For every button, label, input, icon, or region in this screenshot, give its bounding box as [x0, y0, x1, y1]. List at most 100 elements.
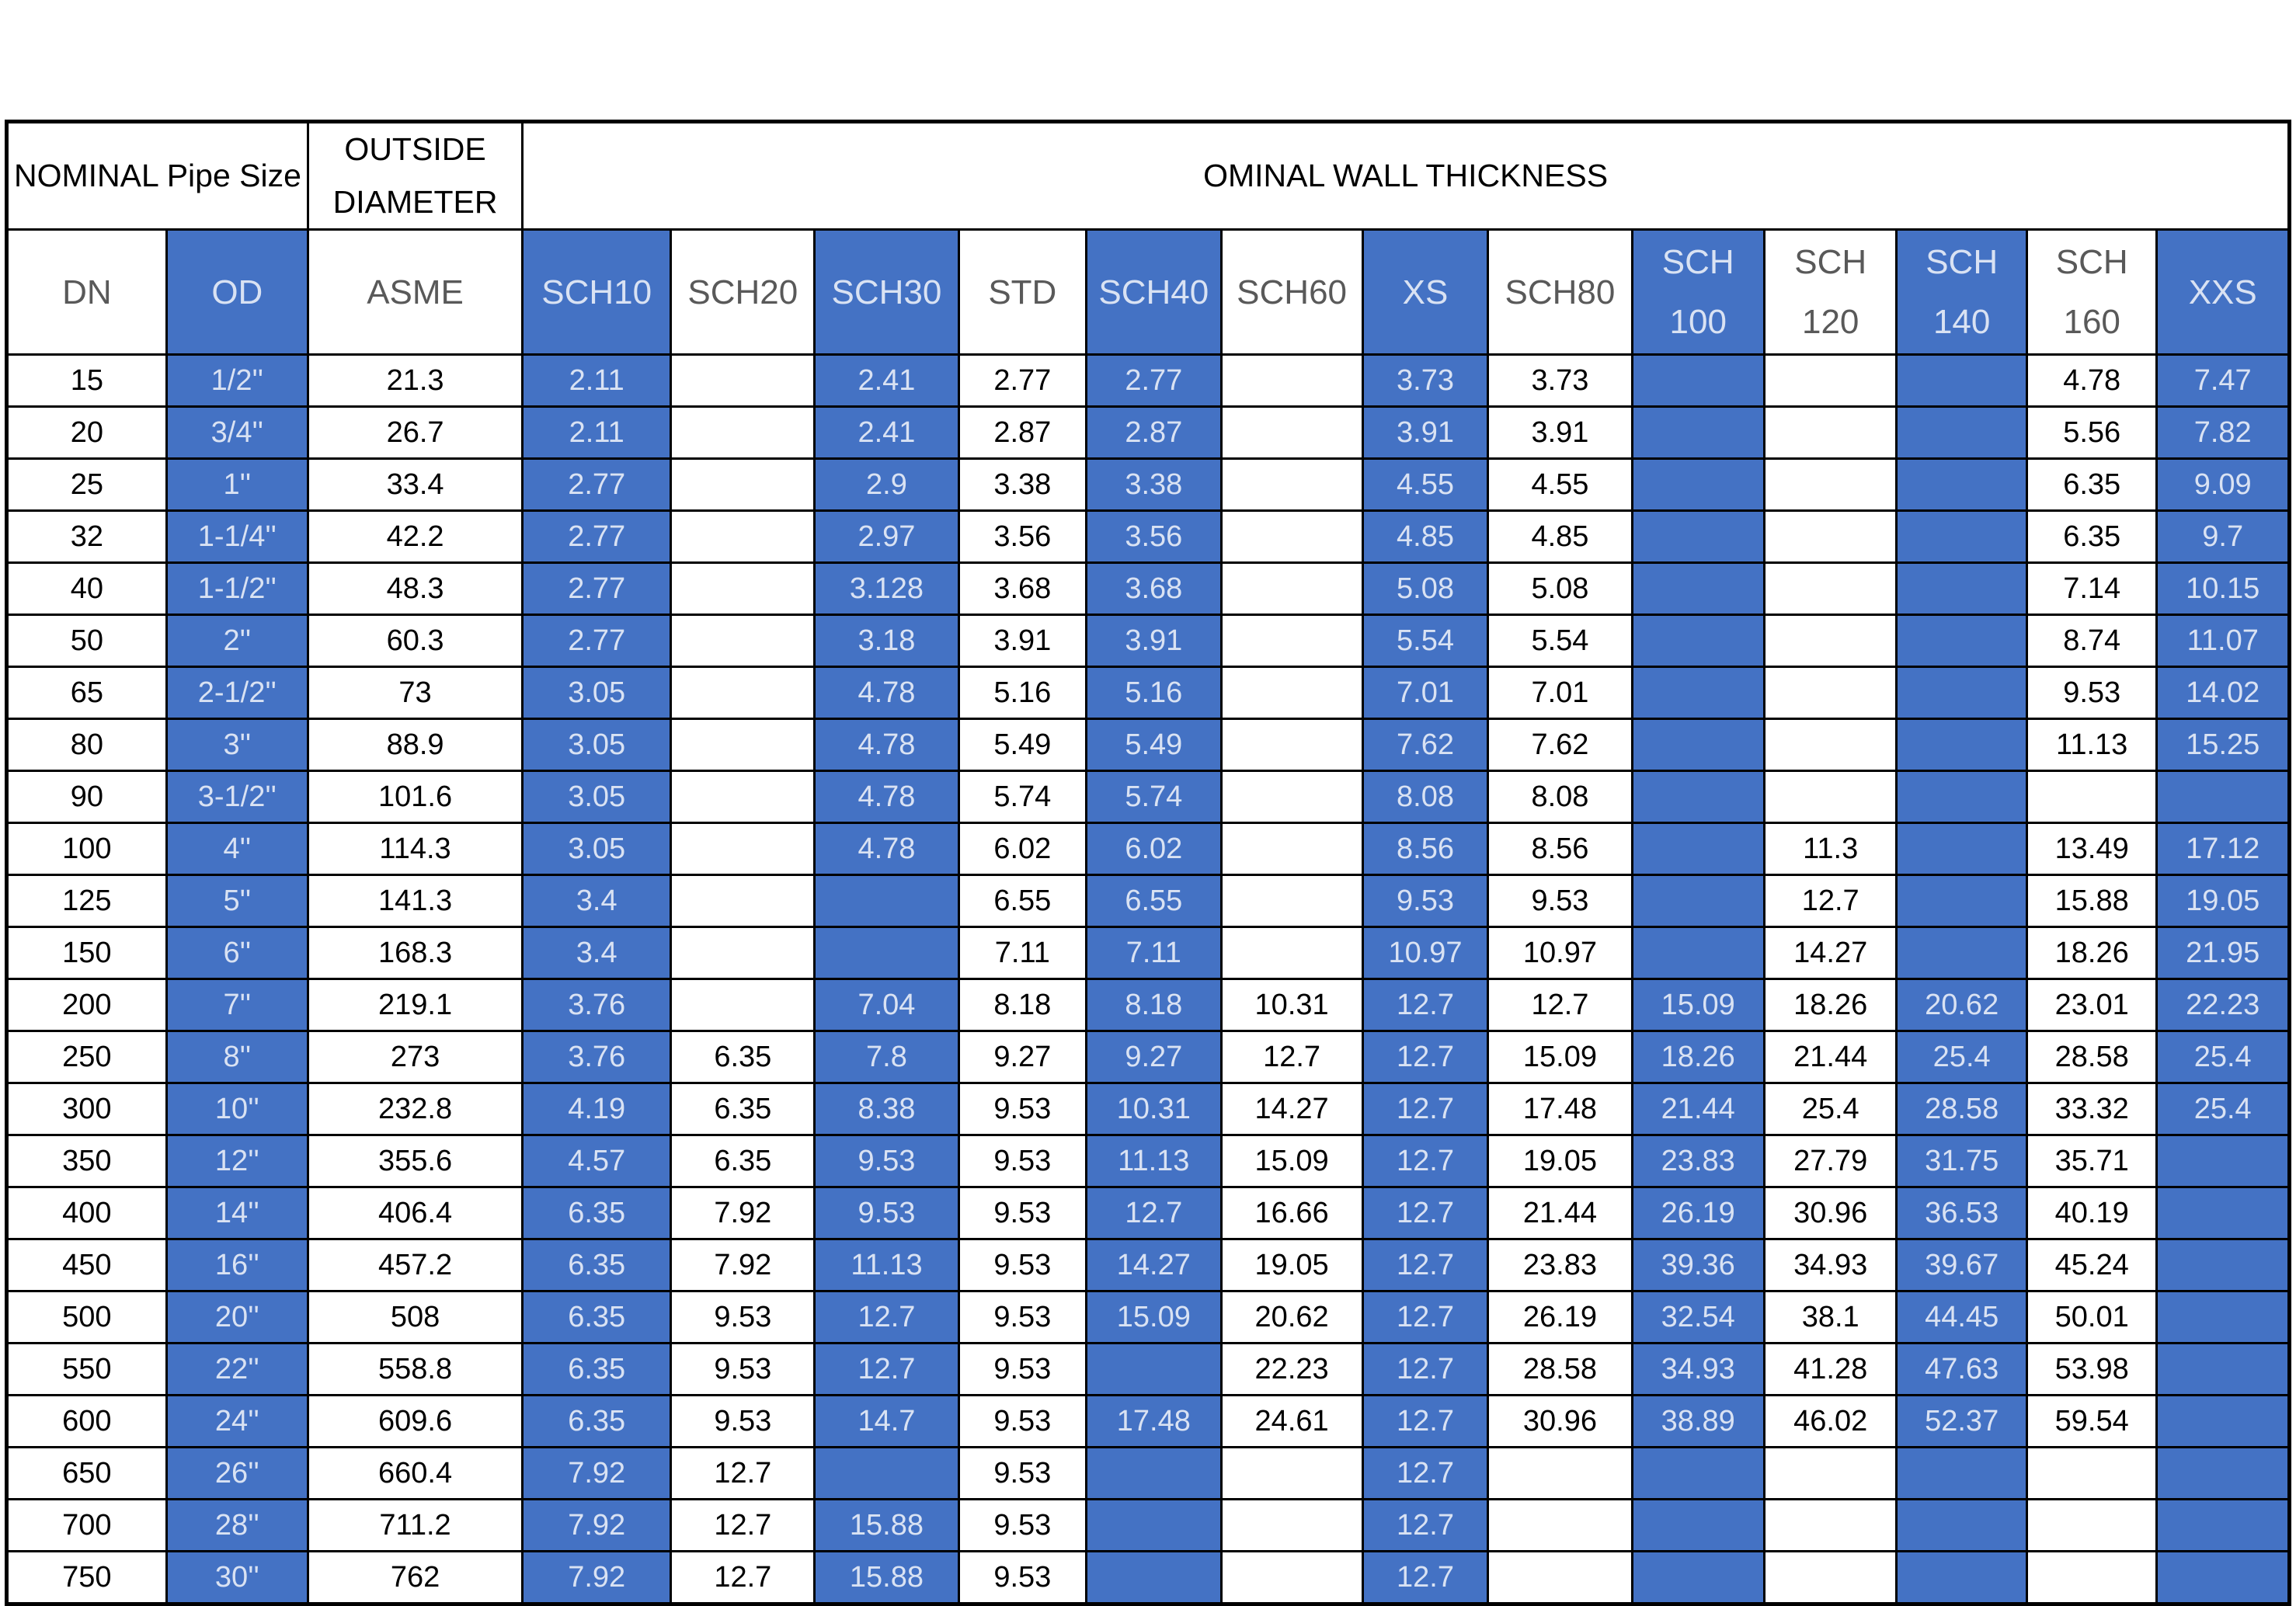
col-header-sch40: SCH40: [1085, 228, 1223, 356]
cell-dn: 300: [5, 1082, 168, 1137]
cell-sch140: [1895, 926, 2028, 981]
cell-xxs: 25.4: [2155, 1030, 2291, 1085]
pipe-schedule-table: NOMINAL Pipe Size OUTSIDE DIAMETER OMINA…: [5, 120, 2291, 1606]
cell-sch30: 2.9: [813, 457, 960, 513]
cell-sch120: [1762, 666, 1898, 721]
cell-sch40: 11.13: [1085, 1134, 1223, 1189]
cell-sch80: 28.58: [1487, 1342, 1633, 1397]
cell-sch20: [670, 926, 816, 981]
cell-dn: 65: [5, 666, 168, 721]
cell-sch160: 4.78: [2025, 353, 2159, 408]
cell-sch160: 53.98: [2025, 1342, 2159, 1397]
cell-sch20: [670, 353, 816, 408]
col-header-sch100: SCH 100: [1630, 228, 1765, 356]
table-row-dn-125: 125 5'' 141.3 3.4 6.55 6.55 9.53 9.53 12.7 15.88 1…: [5, 874, 2291, 929]
cell-od: 6'': [165, 926, 309, 981]
cell-sch10: 2.77: [521, 614, 673, 669]
table-row-dn-80: 80 3'' 88.9 3.05 4.78 5.49 5.49 7.62 7.62 11.13 15…: [5, 718, 2291, 773]
cell-sch60: [1219, 1550, 1364, 1606]
cell-od: 12'': [165, 1134, 309, 1189]
cell-dn: 125: [5, 874, 168, 929]
cell-sch10: 6.35: [521, 1238, 673, 1293]
cell-sch100: [1630, 1446, 1765, 1501]
cell-sch100: [1630, 874, 1765, 929]
cell-sch20: 7.92: [670, 1238, 816, 1293]
cell-sch10: 3.76: [521, 1030, 673, 1085]
table-row-dn-25: 25 1'' 33.4 2.77 2.9 3.38 3.38 4.55 4.55 6.35 9.09: [5, 457, 2291, 513]
col-header-xs: XS: [1361, 228, 1490, 356]
cell-xxs: [2155, 770, 2291, 825]
cell-xxs: 11.07: [2155, 614, 2291, 669]
col-header-sch120: SCH 120: [1762, 228, 1898, 356]
cell-sch80: 26.19: [1487, 1290, 1633, 1345]
cell-sch160: 11.13: [2025, 718, 2159, 773]
cell-xs: 9.53: [1361, 874, 1490, 929]
cell-sch120: 12.7: [1762, 874, 1898, 929]
cell-sch40: 12.7: [1085, 1186, 1223, 1241]
cell-dn: 600: [5, 1394, 168, 1449]
cell-sch100: 26.19: [1630, 1186, 1765, 1241]
cell-dn: 750: [5, 1550, 168, 1606]
cell-od: 26'': [165, 1446, 309, 1501]
cell-sch20: 7.92: [670, 1186, 816, 1241]
table-row-dn-400: 400 14'' 406.4 6.35 7.92 9.53 9.53 12.7 16.66 12.…: [5, 1186, 2291, 1241]
cell-sch120: [1762, 1498, 1898, 1553]
col-header-sch10: SCH10: [521, 228, 673, 356]
cell-sch120: [1762, 1446, 1898, 1501]
header-wall-thickness-title: OMINAL WALL THICKNESS: [521, 120, 2291, 231]
cell-sch120: [1762, 457, 1898, 513]
cell-sch80: 8.08: [1487, 770, 1633, 825]
cell-sch100: [1630, 718, 1765, 773]
cell-od: 3'': [165, 718, 309, 773]
cell-sch140: 31.75: [1895, 1134, 2028, 1189]
table-row-dn-550: 550 22'' 558.8 6.35 9.53 12.7 9.53 22.23 12.7 28.…: [5, 1342, 2291, 1397]
cell-asme: 457.2: [306, 1238, 524, 1293]
cell-sch160: 6.35: [2025, 457, 2159, 513]
cell-sch10: 3.4: [521, 874, 673, 929]
cell-sch160: 13.49: [2025, 822, 2159, 877]
cell-asme: 73: [306, 666, 524, 721]
cell-std: 9.53: [957, 1186, 1088, 1241]
cell-sch20: [670, 509, 816, 565]
cell-sch80: 17.48: [1487, 1082, 1633, 1137]
cell-xxs: [2155, 1550, 2291, 1606]
cell-sch160: [2025, 770, 2159, 825]
cell-xxs: 25.4: [2155, 1082, 2291, 1137]
cell-sch160: 50.01: [2025, 1290, 2159, 1345]
cell-sch140: [1895, 874, 2028, 929]
cell-sch100: 18.26: [1630, 1030, 1765, 1085]
cell-sch60: [1219, 666, 1364, 721]
cell-od: 4'': [165, 822, 309, 877]
cell-sch160: 28.58: [2025, 1030, 2159, 1085]
cell-sch30: [813, 874, 960, 929]
cell-std: 3.68: [957, 561, 1088, 617]
cell-sch140: [1895, 822, 2028, 877]
cell-asme: 609.6: [306, 1394, 524, 1449]
cell-sch120: 38.1: [1762, 1290, 1898, 1345]
cell-xxs: [2155, 1394, 2291, 1449]
cell-od: 1/2'': [165, 353, 309, 408]
table-row-dn-200: 200 7'' 219.1 3.76 7.04 8.18 8.18 10.31 12.7 12.7…: [5, 978, 2291, 1033]
cell-sch40: 3.38: [1085, 457, 1223, 513]
cell-sch40: 6.02: [1085, 822, 1223, 877]
cell-sch30: 4.78: [813, 718, 960, 773]
cell-sch160: 59.54: [2025, 1394, 2159, 1449]
cell-std: 3.91: [957, 614, 1088, 669]
cell-sch60: [1219, 614, 1364, 669]
table-row-dn-300: 300 10'' 232.8 4.19 6.35 8.38 9.53 10.31 14.27 12…: [5, 1082, 2291, 1137]
cell-sch140: 36.53: [1895, 1186, 2028, 1241]
cell-std: 9.53: [957, 1082, 1088, 1137]
cell-std: 9.53: [957, 1446, 1088, 1501]
cell-sch160: 35.71: [2025, 1134, 2159, 1189]
cell-asme: 114.3: [306, 822, 524, 877]
cell-sch30: 3.128: [813, 561, 960, 617]
cell-std: 6.02: [957, 822, 1088, 877]
cell-sch80: [1487, 1498, 1633, 1553]
cell-sch60: [1219, 457, 1364, 513]
cell-sch20: [670, 978, 816, 1033]
cell-sch120: 30.96: [1762, 1186, 1898, 1241]
cell-sch120: [1762, 718, 1898, 773]
cell-sch100: [1630, 1498, 1765, 1553]
cell-std: 2.87: [957, 405, 1088, 461]
cell-sch20: [670, 405, 816, 461]
